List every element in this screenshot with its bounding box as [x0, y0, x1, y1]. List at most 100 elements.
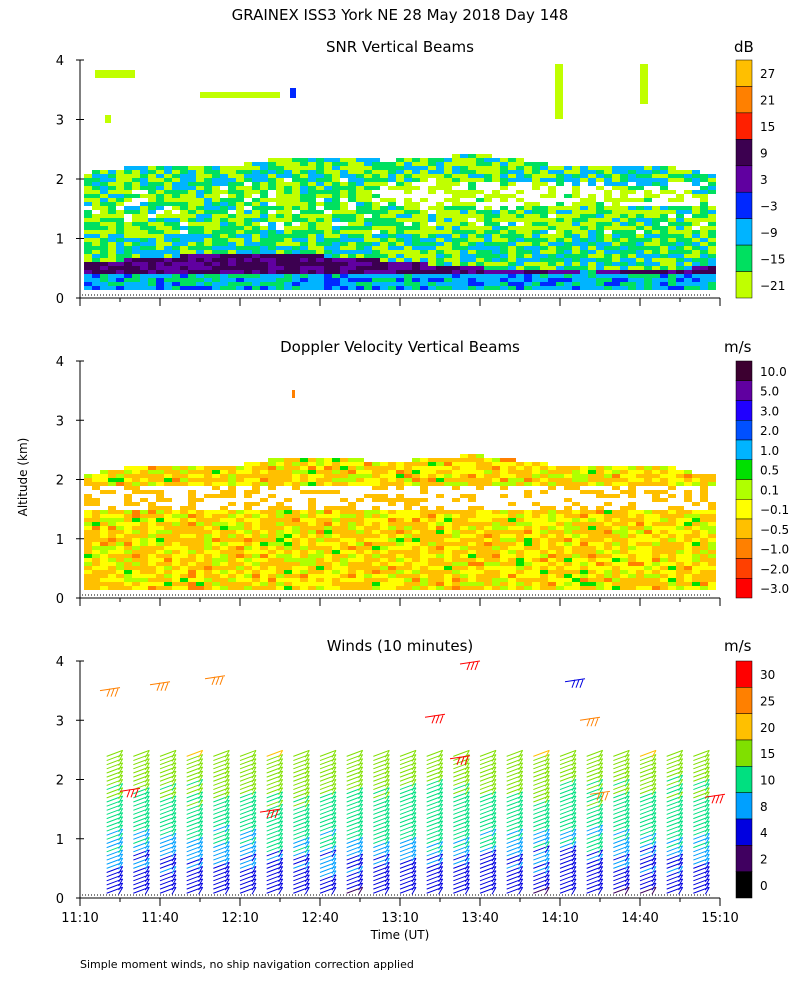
x-tick-label: 14:10 [541, 911, 578, 926]
x-tick-label: 11:40 [141, 911, 178, 926]
colorbar-label: 30 [760, 668, 775, 682]
wind-barb [533, 749, 550, 757]
colorbar-swatch [735, 792, 753, 820]
y-tick-label: 2 [56, 173, 64, 188]
colorbar-label: 27 [760, 67, 775, 81]
wind-barb [586, 749, 603, 757]
y-tick-label: 3 [56, 414, 64, 429]
colorbar-swatch [735, 845, 753, 872]
y-axis-label: Altitude (km) [16, 437, 30, 517]
colorbar-swatch [735, 713, 753, 741]
wind-barb [319, 749, 337, 757]
x-axis-label: Time (UT) [370, 928, 430, 942]
panel-title-winds: Winds (10 minutes) [326, 637, 474, 655]
y-tick-label: 1 [56, 233, 64, 248]
colorbar-swatch [735, 400, 753, 421]
y-tick-label: 0 [56, 892, 64, 907]
colorbar-label: −0.1 [760, 503, 789, 517]
panel-title-snr: SNR Vertical Beams [326, 38, 474, 56]
colorbar-label: 15 [760, 747, 775, 761]
colorbar-label: 3 [760, 173, 768, 187]
wind-barbs [99, 660, 726, 895]
colorbar-swatch [735, 139, 753, 167]
colorbar-label: 15 [760, 120, 775, 134]
wind-barb [239, 749, 257, 757]
snr-sparse-echo [95, 70, 135, 78]
x-tick-label: 13:10 [381, 911, 418, 926]
colorbar-label: 21 [760, 94, 775, 108]
y-tick-label: 4 [56, 355, 64, 370]
colorbar-swatch [735, 871, 753, 899]
x-tick-label: 12:40 [301, 911, 338, 926]
colorbar-swatch [735, 86, 753, 114]
snr-sparse-echo [290, 88, 296, 98]
wind-barb [213, 749, 230, 757]
doppler-heatmap-cells [84, 390, 716, 590]
colorbar-label: 2.0 [760, 424, 779, 438]
colorbar-label: −3 [760, 199, 778, 213]
snr-sparse-echo [200, 92, 280, 98]
wind-barb [613, 749, 630, 757]
colorbar-swatch [735, 218, 753, 246]
colorbar-swatch [735, 459, 753, 480]
y-tick-label: 1 [56, 833, 64, 848]
snr-heatmap-cells [84, 64, 716, 290]
snr-sparse-echo [640, 64, 648, 104]
colorbar-label: 1.0 [760, 444, 779, 458]
y-tick-label: 2 [56, 474, 64, 489]
wind-barb [559, 749, 577, 757]
panel-title-doppler: Doppler Velocity Vertical Beams [280, 338, 520, 356]
colorbar-swatch [735, 538, 753, 559]
colorbar-label: 8 [760, 800, 768, 814]
wind-barb [373, 749, 390, 757]
colorbar-swatch [735, 112, 753, 140]
wind-barb [159, 749, 177, 757]
colorbar-label: 0.5 [760, 464, 779, 478]
colorbar-swatch [735, 479, 753, 500]
colorbar-label: −15 [760, 252, 785, 266]
footer-note: Simple moment winds, no ship navigation … [80, 958, 414, 971]
wind-barb [453, 749, 470, 757]
y-tick-label: 1 [56, 533, 64, 548]
wind-barb [426, 749, 443, 757]
colorbar-swatch [735, 380, 753, 401]
colorbar-label: −1.0 [760, 543, 789, 557]
colorbar-swatch [735, 518, 753, 539]
colorbar-swatch [735, 687, 753, 714]
colorbar-swatch [735, 165, 753, 193]
colorbar-swatch [735, 244, 753, 272]
wind-barb [133, 749, 150, 757]
wind-barb [479, 749, 497, 757]
wind-barb [506, 749, 523, 757]
colorbar-label: 20 [760, 721, 775, 735]
colorbar-swatch [735, 660, 753, 688]
x-tick-label: 12:10 [221, 911, 258, 926]
snr-sparse-echo [555, 64, 563, 119]
wind-barb [666, 749, 683, 757]
colorbar-unit-winds: m/s [724, 637, 752, 655]
colorbar-swatch [735, 499, 753, 520]
colorbar-swatch [735, 558, 753, 579]
colorbar-label: −9 [760, 226, 778, 240]
colorbar-label: 2 [760, 853, 768, 867]
colorbar-label: −21 [760, 279, 785, 293]
colorbar-unit-snr: dB [734, 38, 754, 56]
colorbar-label: −2.0 [760, 562, 789, 576]
wind-barb [693, 749, 710, 757]
y-tick-label: 0 [56, 592, 64, 607]
colorbar-swatch [735, 578, 753, 599]
y-tick-label: 2 [56, 774, 64, 789]
colorbar-label: −0.5 [760, 523, 789, 537]
colorbar-label: 9 [760, 147, 768, 161]
colorbar-label: 3.0 [760, 404, 779, 418]
colorbar-label: 4 [760, 826, 768, 840]
wind-barb [639, 749, 657, 757]
y-tick-label: 4 [56, 54, 64, 69]
colorbar-label: 0 [760, 879, 768, 893]
colorbar-label: 10.0 [760, 365, 787, 379]
colorbar-unit-doppler: m/s [724, 338, 752, 356]
x-tick-label: 14:40 [621, 911, 658, 926]
colorbar-label: 10 [760, 774, 775, 788]
colorbar-swatch [735, 191, 753, 219]
